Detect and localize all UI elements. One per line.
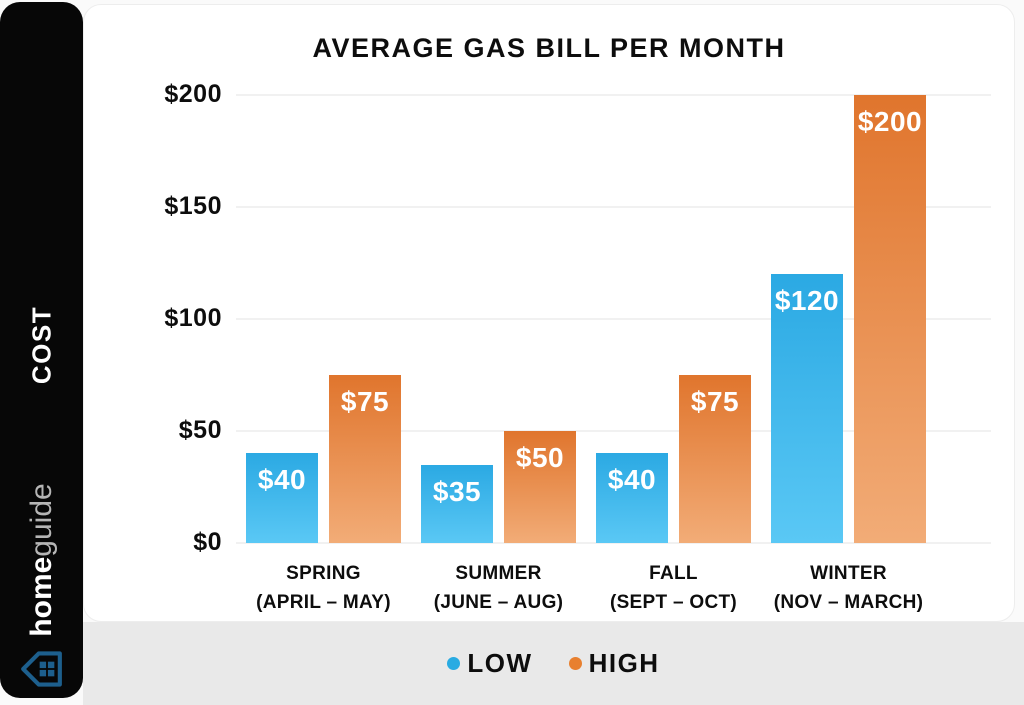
gridline-200 [236, 94, 991, 96]
sidebar: COST homeguide [0, 2, 83, 698]
sidebar-category-label: COST [26, 305, 56, 385]
x-axis-category: WINTER [810, 563, 887, 584]
x-axis-sublabel: (APRIL – MAY) [256, 592, 391, 614]
homeguide-house-icon [21, 651, 62, 687]
x-axis-category: FALL [649, 563, 698, 584]
x-axis-label-spring: SPRING (APRIL – MAY) [224, 559, 424, 618]
gridline-50 [236, 430, 991, 432]
legend-dot-high [568, 657, 582, 670]
bar-low-spring: $40 [246, 453, 318, 543]
bar-high-fall: $75 [679, 375, 751, 543]
bar-value-label: $75 [340, 386, 390, 417]
bar-value-label: $40 [607, 464, 657, 496]
legend-label: HIGH [588, 648, 660, 678]
bar-low-summer: $35 [421, 464, 493, 543]
legend-item-low: LOW [447, 648, 532, 679]
bar-value-label: $200 [857, 106, 923, 137]
bar-value-label: $120 [774, 285, 840, 317]
bar-high-summer: $50 [504, 431, 576, 543]
y-axis-tick-label: $0 [193, 528, 222, 556]
bar-value-label: $35 [432, 475, 482, 507]
legend: LOW HIGH [83, 622, 1024, 705]
bar-low-winter: $120 [771, 274, 843, 543]
y-axis-tick-label: $100 [164, 304, 222, 332]
bar-low-fall: $40 [596, 453, 668, 543]
gridline-150 [236, 206, 991, 208]
bar-high-winter: $200 [854, 95, 926, 543]
bar-value-label: $40 [257, 464, 307, 496]
brand-logo: homeguide [25, 483, 59, 636]
gridline-100 [236, 318, 991, 320]
brand-text-guide: guide [24, 483, 58, 557]
gridline-0 [236, 542, 991, 544]
y-axis-tick-label: $150 [164, 192, 222, 220]
x-axis-label-winter: WINTER (NOV – MARCH) [749, 559, 949, 618]
brand-text-home: home [24, 556, 58, 637]
legend-dot-low [447, 657, 461, 670]
y-axis-tick-label: $50 [178, 416, 222, 444]
bar-high-spring: $75 [329, 375, 401, 543]
x-axis-category: SUMMER [455, 563, 542, 584]
chart-title: AVERAGE GAS BILL PER MONTH [312, 33, 786, 63]
chart-card: AVERAGE GAS BILL PER MONTH $0 $50 $100 $150… [83, 4, 1015, 622]
bar-value-label: $75 [690, 386, 740, 417]
legend-item-high: HIGH [568, 648, 660, 679]
plot-area: $0 $50 $100 $150 $200 $40 $75 SPRING (APRIL – MA… [164, 80, 991, 613]
y-axis-tick-label: $200 [164, 80, 222, 108]
x-axis-sublabel: (NOV – MARCH) [773, 592, 924, 614]
legend-label: LOW [467, 648, 533, 678]
x-axis-sublabel: (JUNE – AUG) [433, 592, 564, 614]
x-axis-category: SPRING [286, 563, 361, 584]
bar-value-label: $50 [515, 442, 565, 473]
x-axis-label-fall: FALL (SEPT – OCT) [574, 559, 774, 618]
x-axis-sublabel: (SEPT – OCT) [609, 592, 738, 614]
x-axis-label-summer: SUMMER (JUNE – AUG) [399, 559, 599, 618]
